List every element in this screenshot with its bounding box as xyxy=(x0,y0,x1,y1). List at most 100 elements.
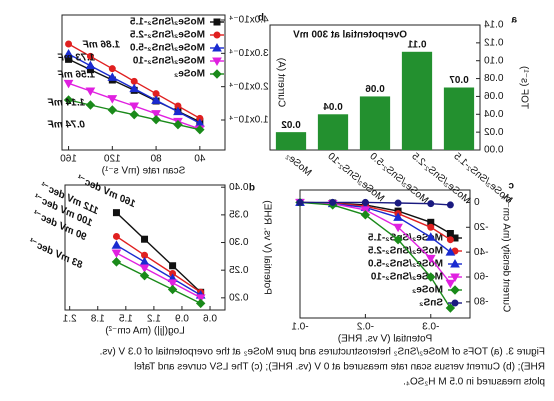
x-axis-title: Scan rate (mV s⁻¹) xyxy=(102,166,186,177)
caption-line: RHE); (b) Current versus scan rate measu… xyxy=(134,362,545,373)
marker xyxy=(329,198,337,206)
y-axis-title: TOF (s⁻¹) xyxy=(518,66,529,109)
annotation: 1.73 mF xyxy=(57,53,95,64)
legend-marker xyxy=(213,31,221,39)
y-tick-label: -20 xyxy=(474,222,489,233)
annotation: 1.56 mF xyxy=(57,70,95,81)
mirrored-figure: 0.00 0.02 0.04 0.06 0.08 0.10 0.12 0.14 TOF (s⁻¹… xyxy=(26,13,545,388)
legend-label: MoSe₂/SnS₂-10 xyxy=(132,56,205,67)
marker xyxy=(108,65,116,73)
legend-marker xyxy=(451,299,459,307)
annotation: 1.14 mF xyxy=(47,98,85,109)
y-tick-label: 0.30 xyxy=(229,237,249,248)
legend-label: MoSe₂/SnS₂-1.5 xyxy=(368,233,443,244)
legend-marker xyxy=(212,42,222,52)
series-line xyxy=(116,252,202,299)
marker xyxy=(63,95,74,105)
annotation: 1.86 mF xyxy=(82,40,120,51)
marker xyxy=(107,72,118,81)
marker xyxy=(130,77,138,85)
series-line xyxy=(116,235,202,293)
marker xyxy=(111,257,122,267)
series-line xyxy=(116,212,202,293)
x-tick-label: 120 xyxy=(104,154,121,165)
marker xyxy=(139,271,150,281)
y-tick-label: -80 xyxy=(474,296,489,307)
marker xyxy=(425,254,436,264)
value-label: 0.07 xyxy=(449,75,469,86)
marker xyxy=(426,272,436,282)
value-label: 0.04 xyxy=(323,102,343,113)
marker xyxy=(167,279,178,288)
y-tick-label: 0.08 xyxy=(484,73,504,84)
panel-label: c xyxy=(508,181,514,192)
marker xyxy=(445,303,456,313)
annotation: 83 mV dec⁻¹ xyxy=(26,236,84,271)
marker xyxy=(111,249,122,259)
annotation: 0.74 mF xyxy=(47,120,85,131)
marker xyxy=(393,223,403,233)
series-line xyxy=(116,261,202,305)
marker xyxy=(361,198,369,206)
marker xyxy=(445,279,456,289)
legend-marker xyxy=(212,69,222,79)
x-tick-label: 0.6 xyxy=(203,314,217,325)
x-tick-label: MoSe₂ xyxy=(283,151,313,179)
marker xyxy=(107,95,118,104)
marker xyxy=(139,264,150,273)
y-tick-label: 0.25 xyxy=(229,265,249,276)
marker xyxy=(129,83,140,93)
value-label: 0.11 xyxy=(407,39,426,50)
y-tick-label: 0.35 xyxy=(229,210,249,221)
marker xyxy=(195,294,206,303)
x-tick-label: 1.2 xyxy=(147,314,161,325)
bar xyxy=(359,96,391,150)
marker xyxy=(65,40,73,48)
value-label: 0.06 xyxy=(365,84,385,95)
plot-frame xyxy=(61,14,226,151)
value-label: 0.02 xyxy=(281,120,301,131)
marker xyxy=(360,210,371,220)
y-tick-label: 0.00 xyxy=(484,145,504,156)
y-axis-title: Current density (mA cm⁻²) xyxy=(500,196,511,312)
bar xyxy=(401,51,433,150)
y-tick-label: 4.0x10⁻⁴ xyxy=(229,15,269,26)
legend-marker xyxy=(450,273,460,283)
marker xyxy=(169,262,177,270)
x-tick-label: -0.1 xyxy=(291,322,309,333)
marker xyxy=(427,223,435,231)
marker xyxy=(173,106,183,116)
chart-title: Overpotential at 300 mV xyxy=(293,30,407,41)
marker xyxy=(425,232,436,241)
y-tick-label: 0.02 xyxy=(484,127,504,138)
y-tick-label: 0.10 xyxy=(484,55,504,66)
series-line xyxy=(116,244,202,296)
x-tick-label: -0.2 xyxy=(356,322,374,333)
x-axis-title: Log(|j|) (mA cm⁻²) xyxy=(105,326,184,337)
marker xyxy=(151,110,161,119)
legend-label: MoSe₂ xyxy=(412,285,443,296)
marker xyxy=(85,100,96,110)
legend-label: MoSe₂ xyxy=(174,69,205,80)
legend-label: MoSe₂/SnS₂-5.0 xyxy=(130,43,205,54)
y-tick-label: -40 xyxy=(474,247,489,258)
panel-label: d xyxy=(249,183,255,194)
marker xyxy=(86,52,94,60)
marker xyxy=(393,235,403,245)
y-tick-label: 0.14 xyxy=(484,20,504,31)
marker xyxy=(112,232,120,240)
marker xyxy=(446,201,454,209)
legend-marker xyxy=(213,18,221,26)
y-tick-label: 0.12 xyxy=(484,37,504,48)
legend-marker xyxy=(450,258,460,268)
marker xyxy=(393,212,403,221)
x-tick-label: 2.1 xyxy=(62,314,76,325)
marker xyxy=(151,114,161,125)
y-tick-label: 0.06 xyxy=(484,91,504,102)
marker xyxy=(63,48,74,58)
marker xyxy=(173,119,183,130)
marker xyxy=(141,235,149,243)
caption-line: Figure 3. (a) TOFs of MoSe₂/SnS₂ heteros… xyxy=(100,347,545,358)
bar xyxy=(443,87,475,150)
y-tick-label: -60 xyxy=(474,272,489,283)
